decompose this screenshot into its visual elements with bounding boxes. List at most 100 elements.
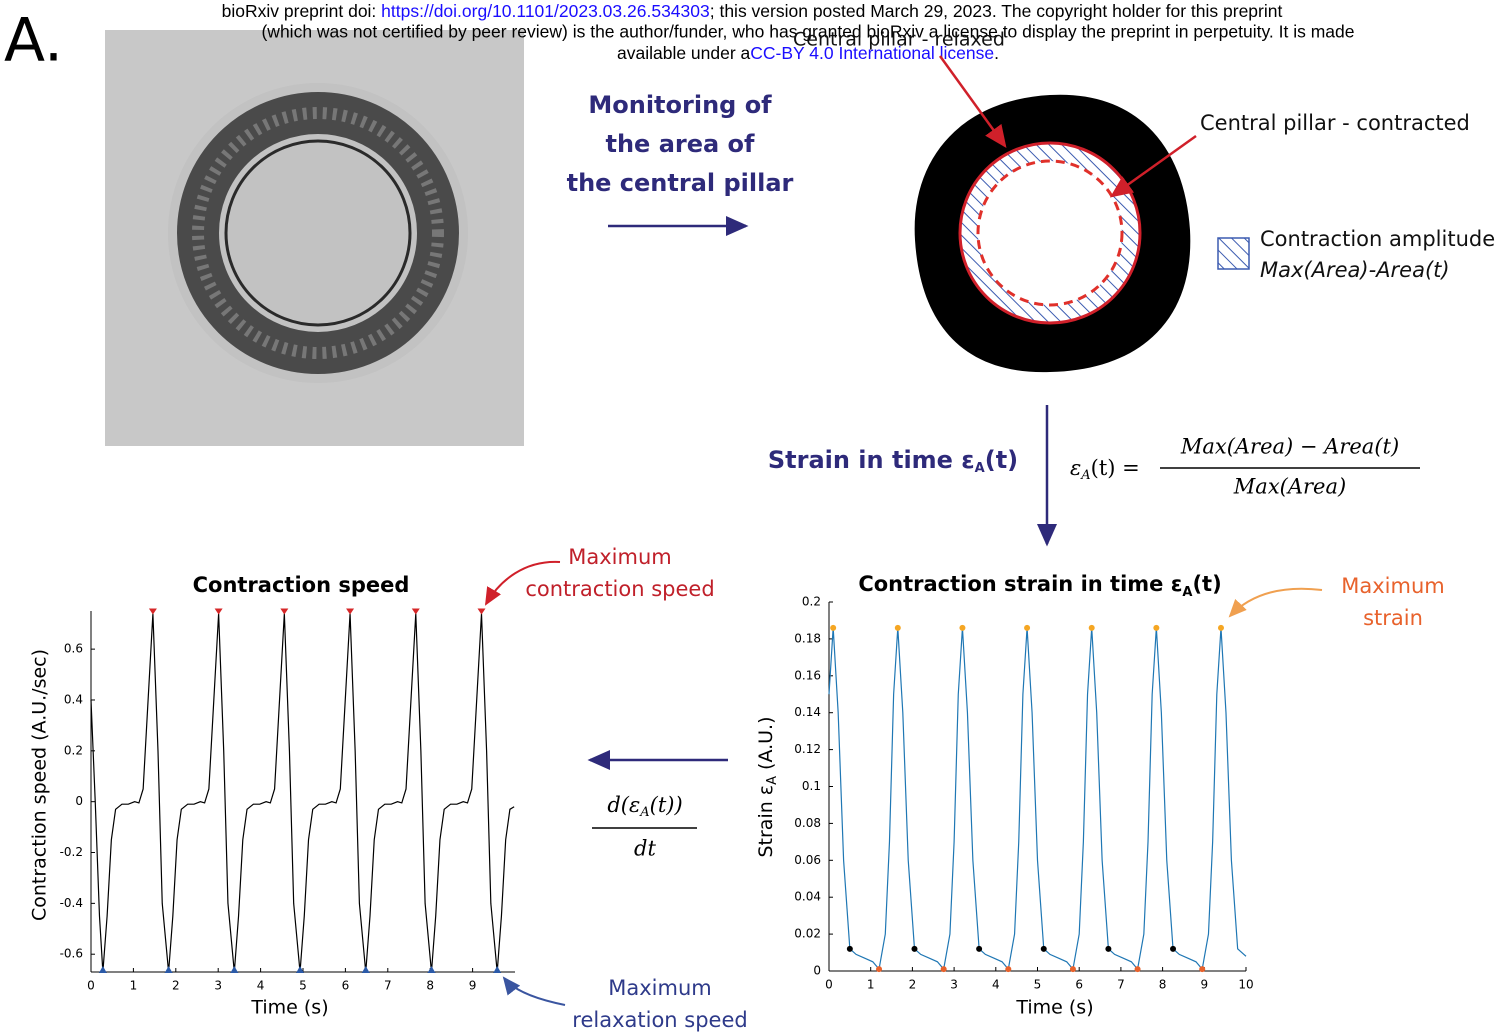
annotation: Maximum <box>608 976 711 1000</box>
y-tick-label: 0.04 <box>794 890 821 904</box>
formula-text: ε <box>1070 456 1081 480</box>
y-tick-label: 0.08 <box>794 816 821 830</box>
panel-label: A. <box>4 6 63 76</box>
x-tick-label: 7 <box>384 979 392 993</box>
label-text: (A.U.) <box>755 716 777 776</box>
x-tick-label: 1 <box>867 978 875 992</box>
data-point <box>346 608 355 615</box>
data-point <box>477 608 486 615</box>
data-point <box>148 608 157 615</box>
y-tick-label: 0.2 <box>802 595 821 609</box>
x-tick-label: 8 <box>1159 978 1167 992</box>
data-point <box>1040 945 1047 952</box>
data-point <box>940 966 947 973</box>
microscope-image <box>105 30 524 446</box>
legend-title: Contraction amplitude <box>1260 227 1495 251</box>
formula-text: (t)) <box>650 793 683 817</box>
data-line <box>828 627 1247 971</box>
x-tick-label: 10 <box>1238 978 1253 992</box>
binary-mask <box>914 94 1191 373</box>
data-point <box>214 608 223 615</box>
x-tick-label: 3 <box>950 978 958 992</box>
data-point <box>976 945 983 952</box>
data-point <box>911 945 918 952</box>
data-point <box>1199 966 1206 973</box>
data-point <box>296 966 305 973</box>
y-tick-label: 0.2 <box>64 743 83 757</box>
data-point <box>361 966 370 973</box>
arrow <box>484 560 561 606</box>
header-line: available under aCC-BY 4.0 International… <box>617 43 999 63</box>
title-text: (t) <box>1192 572 1221 596</box>
relaxed-label: Central pillar - relaxed <box>793 29 1005 51</box>
data-point <box>164 966 173 973</box>
arrow <box>1109 134 1197 198</box>
contracted-label: Central pillar - contracted <box>1200 111 1470 135</box>
step-label: Strain in time εA(t) <box>768 446 1018 476</box>
data-point <box>427 966 436 973</box>
data-point <box>1134 966 1141 973</box>
y-tick-label: 0 <box>75 794 83 808</box>
y-tick-label: -0.6 <box>60 947 83 961</box>
x-tick-label: 4 <box>257 979 265 993</box>
data-point <box>1069 966 1076 973</box>
formula-text: (t) = <box>1091 456 1140 480</box>
legend-formula: Max(Area)-Area(t) <box>1260 258 1450 282</box>
formula-denominator: Max(Area) <box>1233 475 1346 499</box>
y-tick-label: 0.6 <box>64 642 83 656</box>
data-point <box>830 624 837 631</box>
subscript: A <box>1080 468 1090 483</box>
header-text: available under a <box>617 43 751 63</box>
data-point <box>846 945 853 952</box>
doi-link[interactable]: https://doi.org/10.1101/2023.03.26.53430… <box>381 1 710 21</box>
y-tick-label: 0.4 <box>64 692 83 706</box>
x-axis-label: Time (s) <box>1015 997 1093 1019</box>
y-tick-label: 0.14 <box>794 705 821 719</box>
step-label: the area of <box>606 130 756 158</box>
subscript: A <box>975 461 985 476</box>
annotation: relaxation speed <box>572 1008 747 1032</box>
y-tick-label: 0.1 <box>802 779 821 793</box>
data-point <box>493 966 502 973</box>
x-tick-label: 6 <box>1075 978 1083 992</box>
license-link[interactable]: CC-BY 4.0 International license <box>750 43 994 63</box>
x-tick-label: 4 <box>992 978 1000 992</box>
x-tick-label: 2 <box>172 979 180 993</box>
x-tick-label: 8 <box>426 979 434 993</box>
data-point <box>876 966 883 973</box>
step-text: (t) <box>985 446 1018 474</box>
formula-text: d(ε <box>607 793 640 817</box>
step-label: Monitoring of <box>588 91 772 119</box>
x-tick-label: 0 <box>825 978 833 992</box>
data-point <box>959 624 966 631</box>
x-tick-label: 6 <box>342 979 350 993</box>
data-point <box>1088 624 1095 631</box>
x-tick-label: 9 <box>1200 978 1208 992</box>
arrow <box>1228 587 1323 618</box>
y-tick-label: -0.4 <box>60 896 83 910</box>
formula-numerator: Max(Area) − Area(t) <box>1180 435 1399 459</box>
chart-title: Contraction strain in time εA(t) <box>858 572 1221 600</box>
chart-title: Contraction speed <box>193 573 410 597</box>
subscript: A <box>1182 585 1192 600</box>
data-point <box>280 608 289 615</box>
annotation: strain <box>1363 606 1423 630</box>
x-tick-label: 5 <box>299 979 307 993</box>
y-axis-label: Strain εA (A.U.) <box>755 716 780 857</box>
data-point <box>1170 945 1177 952</box>
data-line <box>90 613 515 973</box>
data-point <box>230 966 239 973</box>
data-point <box>1024 624 1031 631</box>
x-tick-label: 0 <box>87 979 95 993</box>
data-point <box>1153 624 1160 631</box>
x-tick-label: 5 <box>1034 978 1042 992</box>
label-text: Strain ε <box>755 785 777 858</box>
y-tick-label: 0.02 <box>794 927 821 941</box>
y-tick-label: 0.16 <box>794 668 821 682</box>
header-text: . <box>994 43 999 63</box>
y-tick-label: 0.06 <box>794 853 821 867</box>
legend-swatch <box>1217 237 1250 270</box>
data-point <box>98 966 107 973</box>
formula-lhs: εA(t) = <box>1070 456 1140 483</box>
y-tick-label: 0 <box>813 964 821 978</box>
